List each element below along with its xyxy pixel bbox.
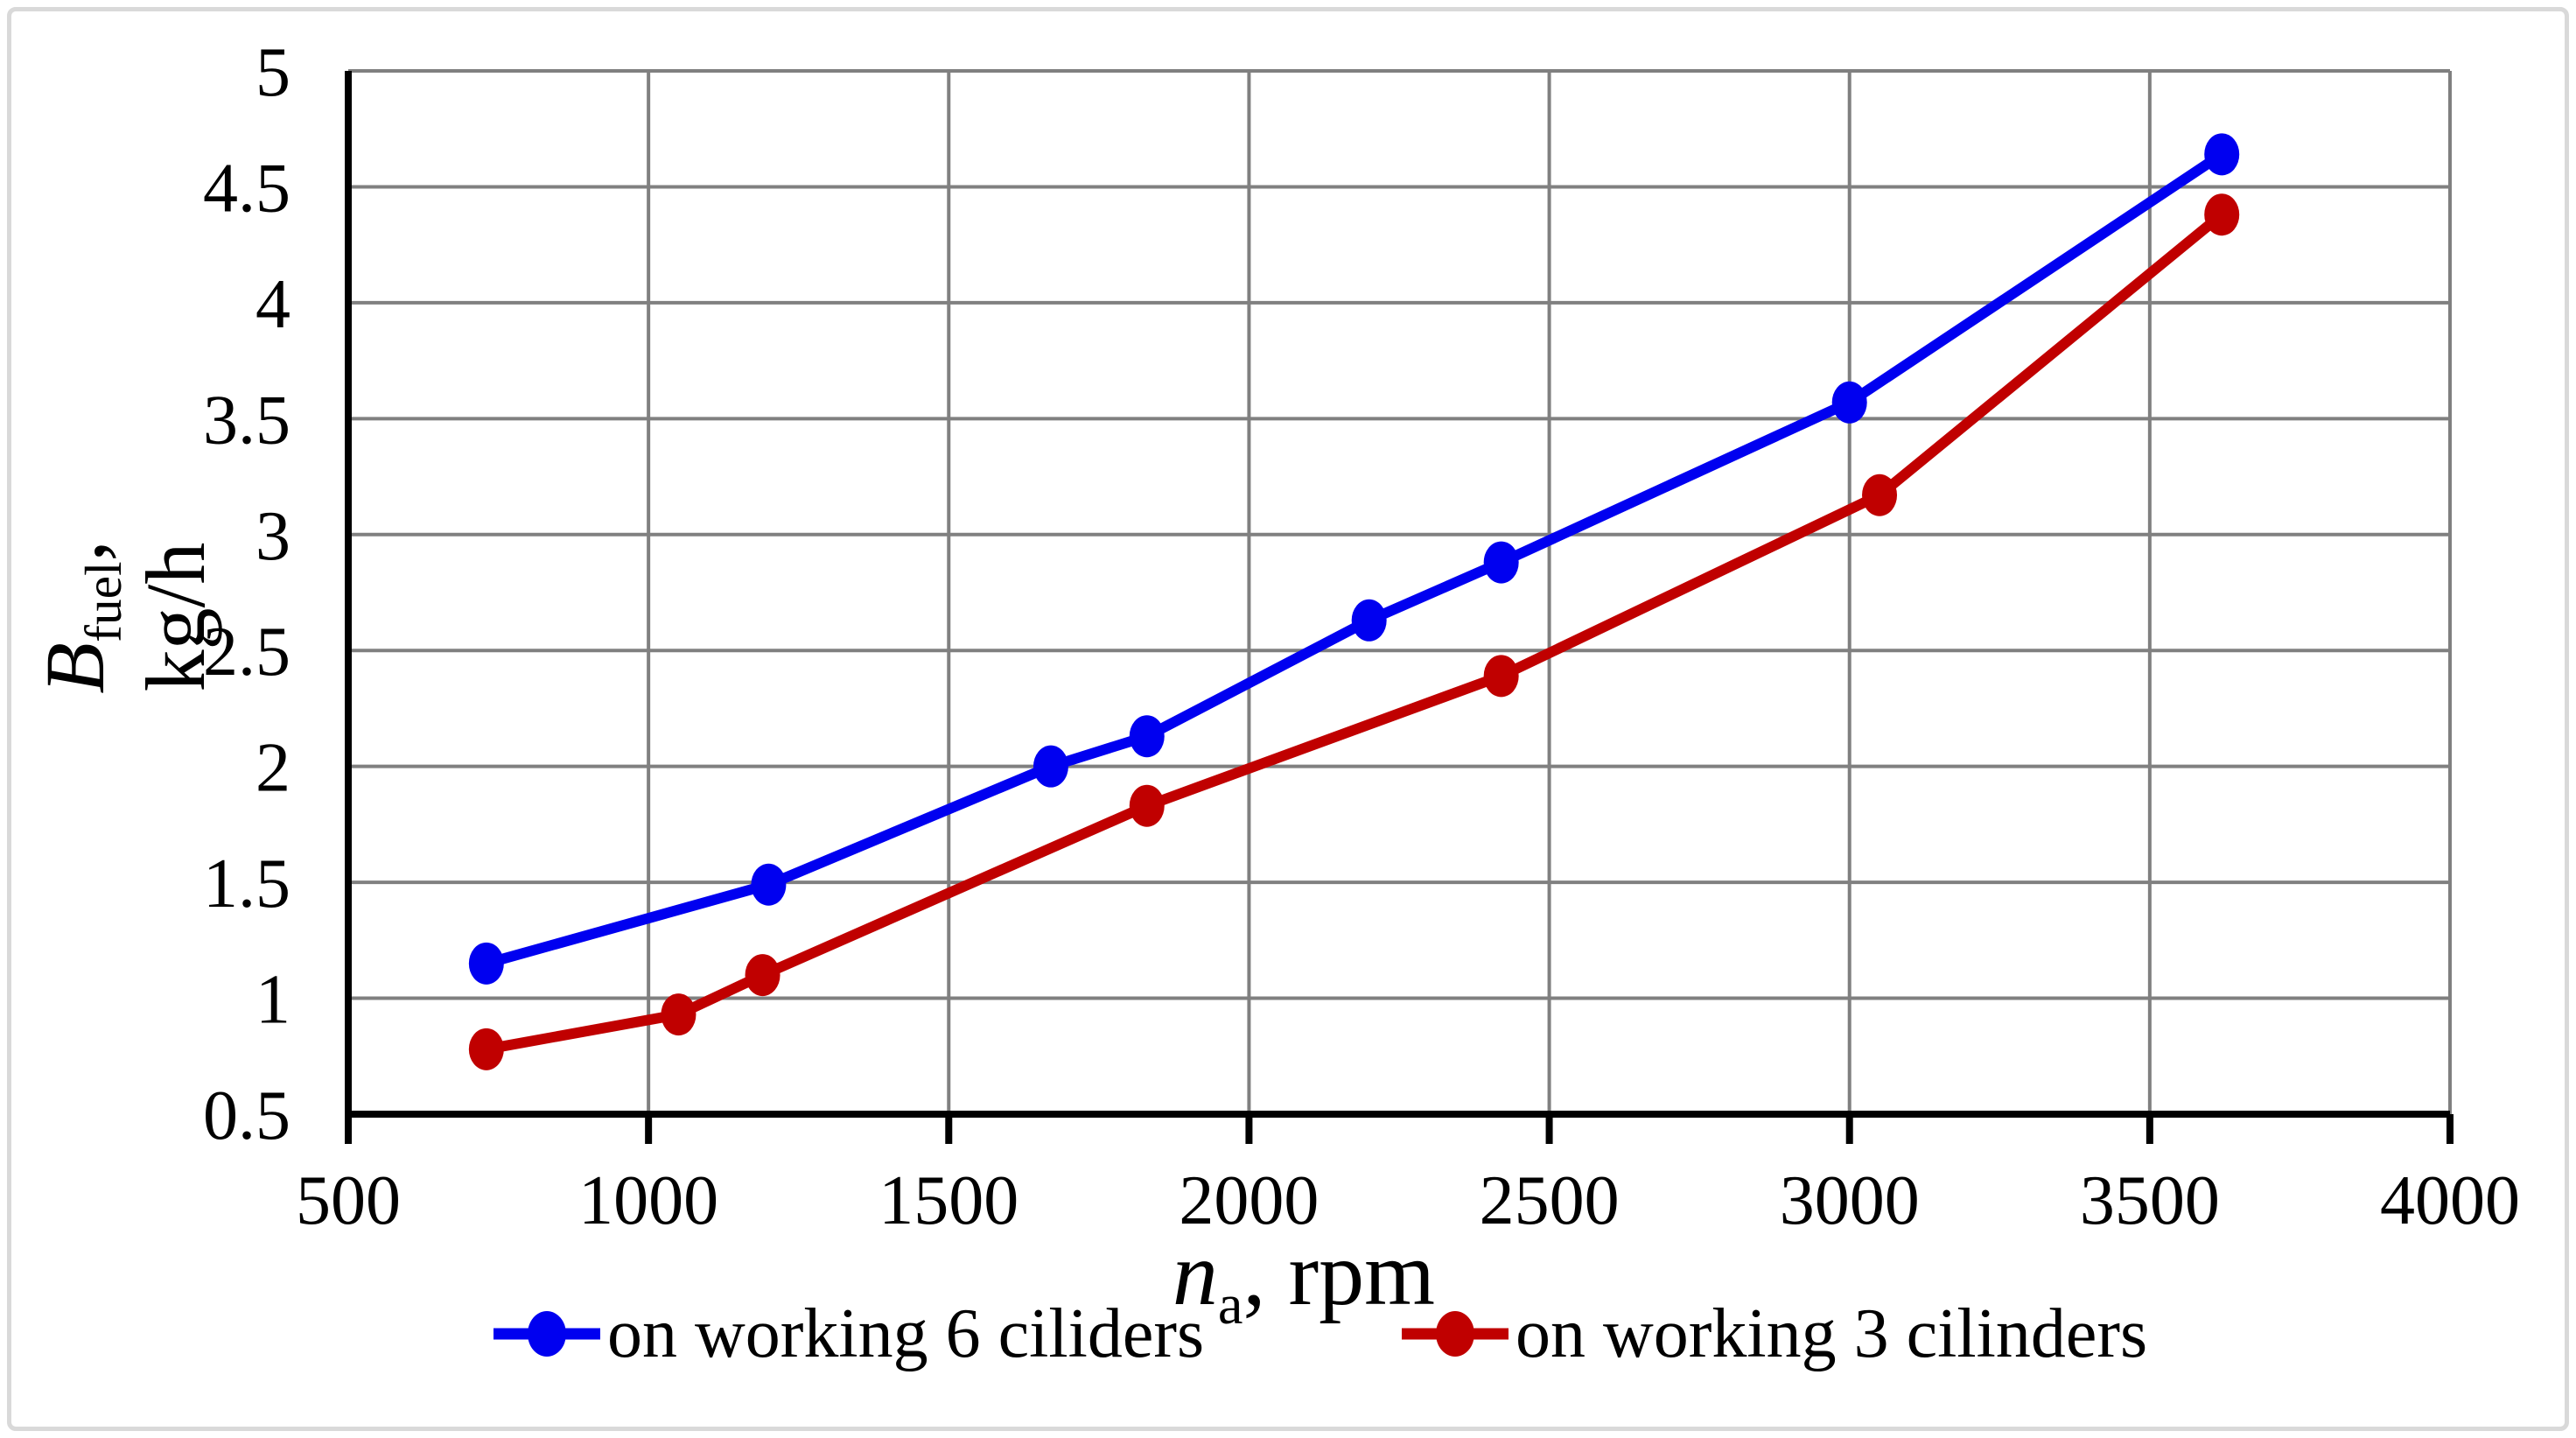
y-tick-label: 4.5 <box>203 150 290 227</box>
data-point-marker <box>745 954 780 997</box>
data-point-marker <box>1831 381 1867 424</box>
y-axis-variable: B <box>28 642 122 694</box>
data-point-marker <box>1483 655 1519 698</box>
data-point-marker <box>2204 193 2240 236</box>
y-tick-label: 3 <box>256 498 290 575</box>
data-point-marker <box>661 993 696 1036</box>
y-axis-comma: , <box>28 540 122 562</box>
tick-labels: 500 1000 1500 2000 2500 3000 3500 4000 0.5 1 1.5 2 2… <box>203 34 2520 1239</box>
series-line <box>480 149 2228 969</box>
series-3-cylinders <box>468 193 2240 1070</box>
x-tick-label: 4000 <box>2380 1162 2520 1239</box>
data-point-marker <box>2204 133 2240 176</box>
data-point-marker <box>468 942 504 985</box>
data-point-marker <box>1862 473 1898 516</box>
y-tick-label: 4 <box>256 266 290 343</box>
x-axis-units: , rpm <box>1242 1224 1436 1324</box>
legend-label-3-cylinders: on working 3 cilinders <box>1516 1294 2148 1372</box>
x-tick-label: 1000 <box>578 1162 718 1239</box>
x-tick-label: 500 <box>296 1162 401 1239</box>
x-tick-label: 2500 <box>1480 1162 1620 1239</box>
y-tick-label: 1.5 <box>203 845 290 922</box>
legend-dot-icon <box>528 1311 566 1357</box>
data-point-marker <box>751 863 787 906</box>
axes <box>345 71 2454 1144</box>
y-tick-label: 1 <box>256 962 290 1039</box>
data-point-marker <box>1032 745 1068 788</box>
x-axis-variable: n <box>1172 1224 1218 1324</box>
x-axis-subscript: a <box>1217 1273 1243 1336</box>
x-tick-label: 3500 <box>2080 1162 2220 1239</box>
y-axis-subscript: fuel <box>74 561 133 642</box>
y-tick-label: 0.5 <box>203 1077 290 1154</box>
y-axis-units: kg/h <box>129 542 223 692</box>
x-tick-label: 3000 <box>1780 1162 1920 1239</box>
legend-marker-3-cylinders-icon <box>1402 1311 1508 1357</box>
y-tick-label: 3.5 <box>203 382 290 459</box>
data-point-marker <box>1483 541 1519 584</box>
data-point-marker <box>1129 715 1165 758</box>
y-axis-title: Bfuel, kg/h <box>28 433 222 801</box>
y-tick-label: 2 <box>256 730 290 807</box>
data-point-marker <box>1129 784 1165 827</box>
series-6-cylinders <box>468 133 2240 985</box>
legend-entry-6-cylinders: on working 6 ciliders <box>490 1295 1204 1372</box>
x-tick-label: 2000 <box>1179 1162 1319 1239</box>
data-series <box>468 133 2240 1070</box>
y-tick-label: 5 <box>256 34 290 111</box>
data-point-marker <box>1351 599 1387 642</box>
gridlines <box>348 69 2452 1114</box>
legend-label-6-cylinders: on working 6 ciliders <box>607 1294 1205 1372</box>
legend-entry-3-cylinders: on working 3 cilinders <box>1398 1295 2147 1372</box>
legend-dot-icon <box>1436 1311 1474 1357</box>
y-tick-label: 2.5 <box>203 614 290 691</box>
chart-frame <box>7 7 2569 1431</box>
legend-marker-6-cylinders-icon <box>494 1311 600 1357</box>
x-axis-title: na, rpm <box>1006 1222 1601 1337</box>
x-tick-label: 1500 <box>878 1162 1018 1239</box>
data-point-marker <box>468 1028 504 1070</box>
